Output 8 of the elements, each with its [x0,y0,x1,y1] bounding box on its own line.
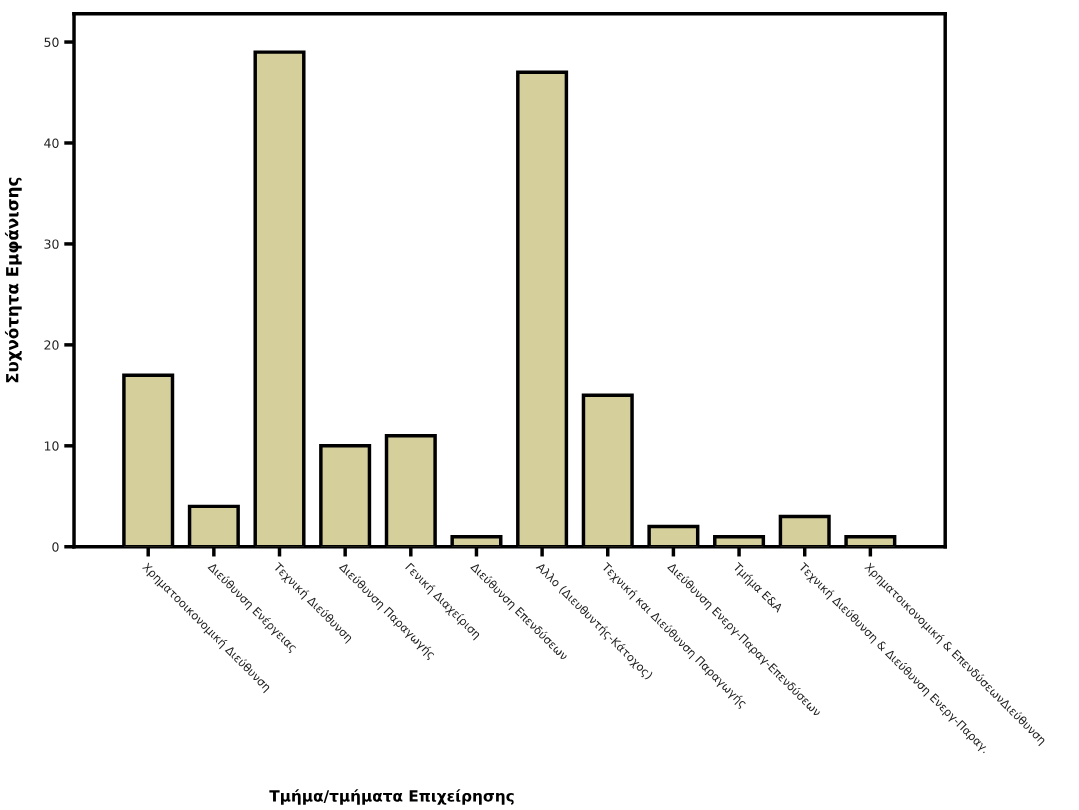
y-tick-label: 0 [52,542,59,552]
y-tick-label: 10 [44,441,59,451]
y-tick-label: 20 [44,340,59,350]
y-tick-label: 40 [44,138,59,148]
y-tick-label: 50 [44,37,59,47]
y-axis-title: Συχνότητα Εμφάνισης [4,177,22,383]
x-axis-title: Τμήμα/τμήματα Επιχείρησης [269,789,514,805]
y-tick-label: 30 [44,239,59,249]
